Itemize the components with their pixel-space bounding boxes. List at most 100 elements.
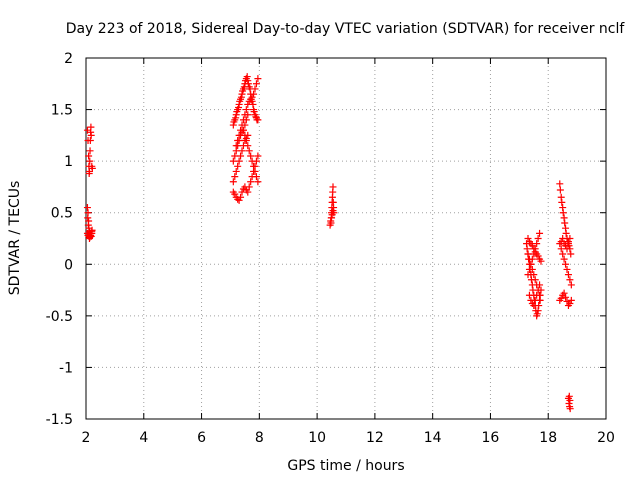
data-point bbox=[88, 227, 96, 235]
data-point bbox=[561, 219, 569, 227]
data-point bbox=[524, 250, 532, 258]
data-point bbox=[566, 299, 574, 307]
data-point bbox=[531, 276, 539, 284]
data-point bbox=[559, 250, 567, 258]
x-tick-label: 6 bbox=[197, 430, 206, 446]
data-point bbox=[242, 116, 250, 124]
data-point bbox=[562, 293, 570, 301]
data-point bbox=[533, 240, 541, 248]
data-point bbox=[567, 281, 575, 289]
data-point bbox=[86, 157, 94, 165]
data-point bbox=[84, 214, 92, 222]
data-point bbox=[239, 142, 247, 150]
y-tick-label: -0.5 bbox=[46, 309, 73, 325]
data-point bbox=[527, 260, 535, 268]
data-point bbox=[563, 245, 571, 253]
data-point bbox=[566, 276, 574, 284]
data-point bbox=[327, 219, 335, 227]
data-point bbox=[231, 173, 239, 181]
y-axis-label: SDTVAR / TECUs bbox=[7, 181, 23, 296]
data-point bbox=[564, 238, 572, 246]
data-point bbox=[564, 271, 572, 279]
data-point bbox=[329, 183, 337, 191]
data-point bbox=[523, 245, 531, 253]
x-axis-label: GPS time / hours bbox=[287, 458, 404, 474]
data-point bbox=[531, 245, 539, 253]
y-tick-label: 1.5 bbox=[51, 103, 73, 119]
data-point bbox=[84, 221, 92, 229]
data-point bbox=[556, 186, 564, 194]
data-point bbox=[244, 188, 252, 196]
y-tick-label: 0 bbox=[64, 257, 73, 273]
data-point bbox=[235, 157, 243, 165]
data-point bbox=[86, 137, 94, 145]
data-point bbox=[530, 271, 538, 279]
data-point bbox=[87, 131, 95, 139]
y-tick-label: 1 bbox=[64, 154, 73, 170]
data-point bbox=[328, 211, 336, 219]
data-point bbox=[559, 209, 567, 217]
data-point bbox=[231, 190, 239, 198]
data-point bbox=[254, 75, 262, 83]
data-point bbox=[536, 229, 544, 237]
data-point bbox=[531, 296, 539, 304]
x-tick-label: 20 bbox=[597, 430, 615, 446]
data-point bbox=[533, 291, 541, 299]
data-point bbox=[245, 183, 253, 191]
data-point bbox=[329, 207, 337, 215]
x-tick-label: 16 bbox=[482, 430, 500, 446]
data-point bbox=[560, 289, 568, 297]
data-point bbox=[525, 255, 533, 263]
data-point bbox=[565, 392, 573, 400]
data-point bbox=[87, 123, 95, 131]
data-point bbox=[244, 131, 252, 139]
data-point bbox=[536, 281, 544, 289]
data-point bbox=[534, 235, 542, 242]
data-point bbox=[252, 157, 260, 165]
data-point bbox=[244, 100, 252, 108]
data-point bbox=[237, 193, 245, 201]
data-point bbox=[241, 121, 249, 129]
data-point bbox=[528, 265, 536, 273]
data-point bbox=[530, 302, 538, 310]
data-point bbox=[534, 286, 542, 294]
data-point bbox=[560, 255, 568, 263]
data-point bbox=[559, 235, 567, 242]
data-point bbox=[244, 80, 252, 88]
data-point bbox=[566, 235, 574, 242]
data-point bbox=[562, 260, 570, 268]
data-point bbox=[534, 252, 542, 260]
data-point bbox=[248, 93, 256, 101]
data-point bbox=[254, 152, 262, 160]
data-point bbox=[252, 80, 260, 88]
x-tick-label: 18 bbox=[539, 430, 557, 446]
x-tick-label: 8 bbox=[255, 430, 264, 446]
data-point bbox=[234, 162, 242, 170]
axis-ticks: 2 4 6 8 10 12 14 16 18 20 -1.5 -1 -0.5 0 0.5 1 1.5 2 bbox=[46, 51, 615, 446]
x-tick-label: 2 bbox=[82, 430, 91, 446]
x-tick-label: 12 bbox=[366, 430, 384, 446]
data-point bbox=[247, 152, 255, 160]
data-point bbox=[557, 294, 565, 302]
data-point bbox=[567, 296, 575, 304]
data-point bbox=[237, 152, 245, 160]
data-point bbox=[232, 167, 240, 175]
data-point bbox=[537, 257, 545, 265]
data-point bbox=[250, 167, 258, 175]
y-tick-label: 0.5 bbox=[51, 206, 73, 222]
data-point bbox=[247, 178, 255, 186]
data-point bbox=[250, 108, 258, 116]
y-tick-label: -1.5 bbox=[46, 412, 73, 428]
data-point bbox=[250, 90, 258, 98]
data-point bbox=[229, 178, 237, 186]
data-point bbox=[85, 152, 93, 160]
data-point bbox=[556, 180, 564, 188]
data-point bbox=[242, 106, 250, 114]
data-point bbox=[88, 164, 96, 172]
data-point bbox=[533, 310, 541, 318]
data-point bbox=[524, 235, 532, 242]
data-point bbox=[86, 147, 94, 155]
data-point bbox=[242, 134, 250, 142]
x-tick-label: 14 bbox=[424, 430, 442, 446]
